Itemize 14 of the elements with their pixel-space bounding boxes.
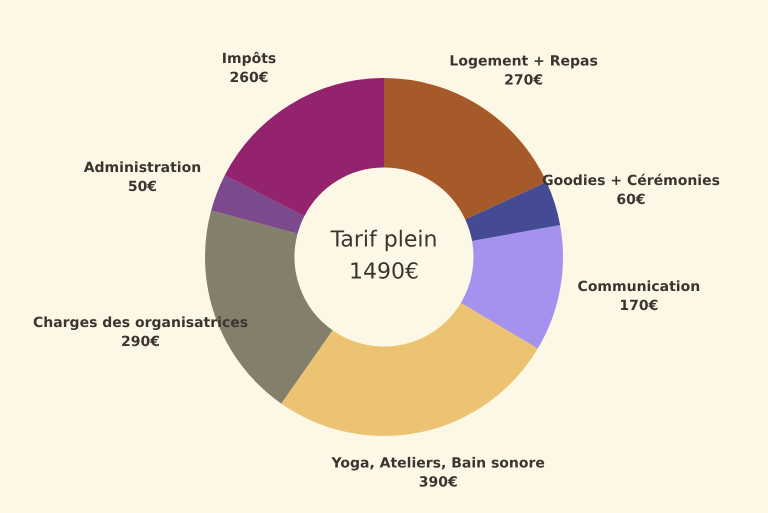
data-label: 260€ (230, 70, 269, 86)
data-label: 170€ (619, 298, 658, 314)
slice-label: Administration (84, 160, 202, 176)
data-label: 60€ (616, 192, 646, 208)
slice-label: Logement + Repas (449, 53, 598, 70)
data-label: 50€ (128, 178, 158, 195)
slice-label: Yoga, Ateliers, Bain sonore (330, 456, 545, 472)
text: Tarif plein (330, 228, 438, 253)
data-label: 270€ (504, 72, 544, 88)
data-label: 290€ (121, 334, 160, 350)
text: 1490€ (349, 260, 419, 285)
data-label: 390€ (418, 474, 458, 491)
slice-label: Communication (578, 279, 700, 296)
slice-label: Impôts (222, 51, 276, 68)
